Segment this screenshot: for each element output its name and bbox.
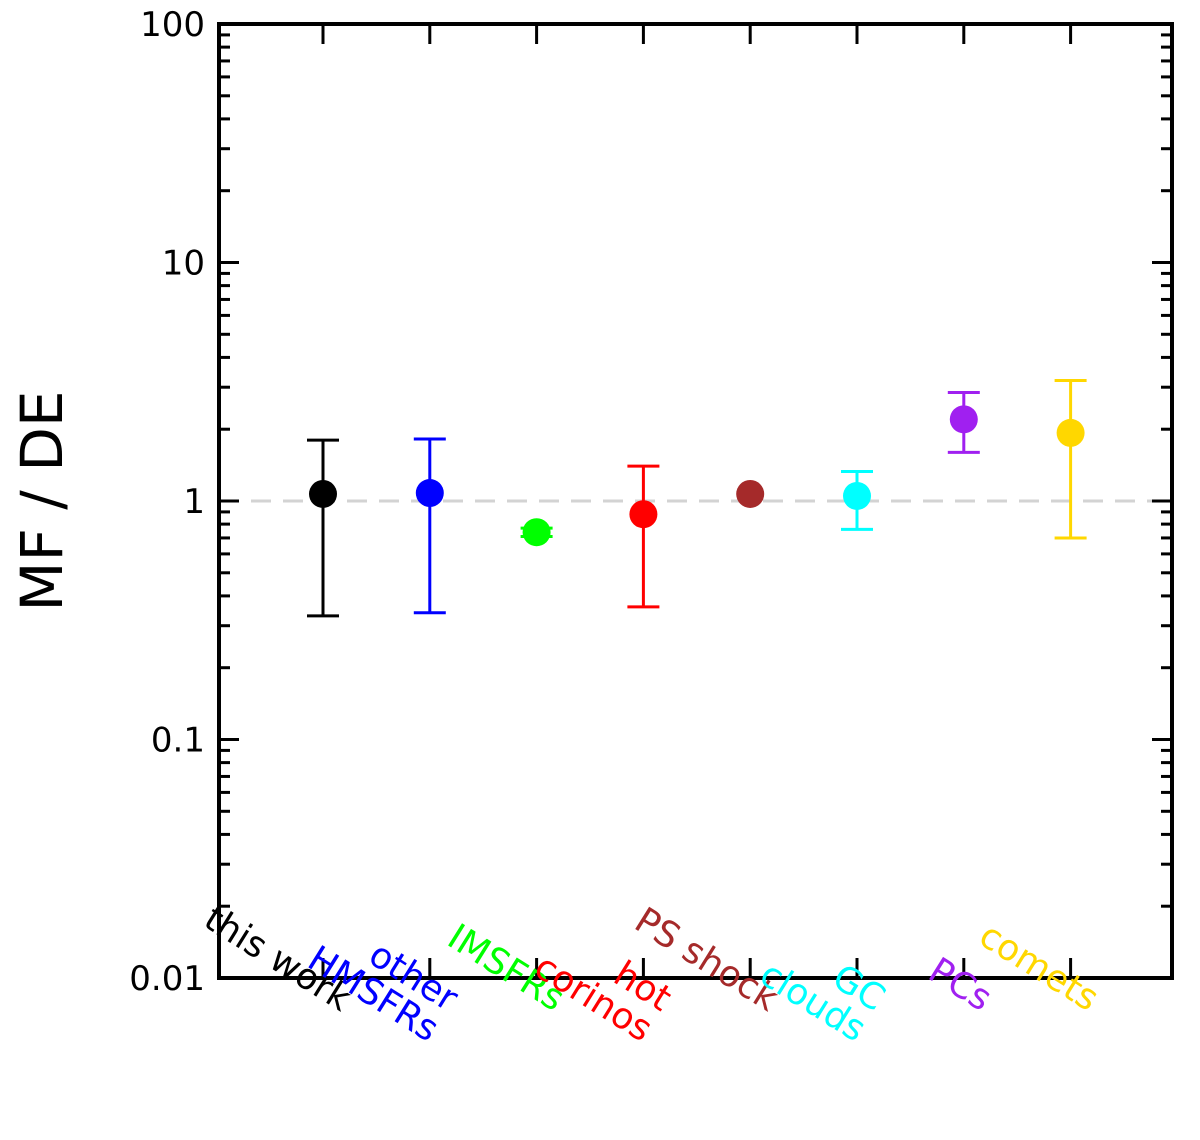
data-point-group [736,479,765,508]
data-point-group [307,438,339,618]
y-tick-label: 0.01 [129,959,205,999]
data-point-group [520,518,553,547]
y-tick-label: 10 [162,244,205,284]
data-point-group [947,391,980,454]
data-point [415,479,444,508]
x-category-label: comets [972,915,1106,1020]
x-category-label-line: PCs [921,950,998,1020]
data-point-group [841,469,873,531]
data-point [1056,418,1085,447]
y-axis-title: MF / DE [8,390,76,611]
y-tick-label: 0.1 [151,721,205,761]
data-point [629,500,658,529]
data-point-group [413,437,446,615]
y-tick-label: 100 [140,5,205,45]
data-point [522,518,551,547]
data-point [309,479,337,508]
x-category-label: PCs [921,950,998,1020]
data-point [736,479,765,508]
data-point-group [627,464,660,609]
x-category-label: otherHMSFRs [301,908,465,1050]
y-tick-label: 1 [183,482,205,522]
x-category-label-line: comets [972,915,1106,1020]
data-point [843,481,871,510]
x-category-label: GCclouds [753,923,892,1050]
data-point [949,405,978,434]
data-point-group [1054,379,1087,540]
